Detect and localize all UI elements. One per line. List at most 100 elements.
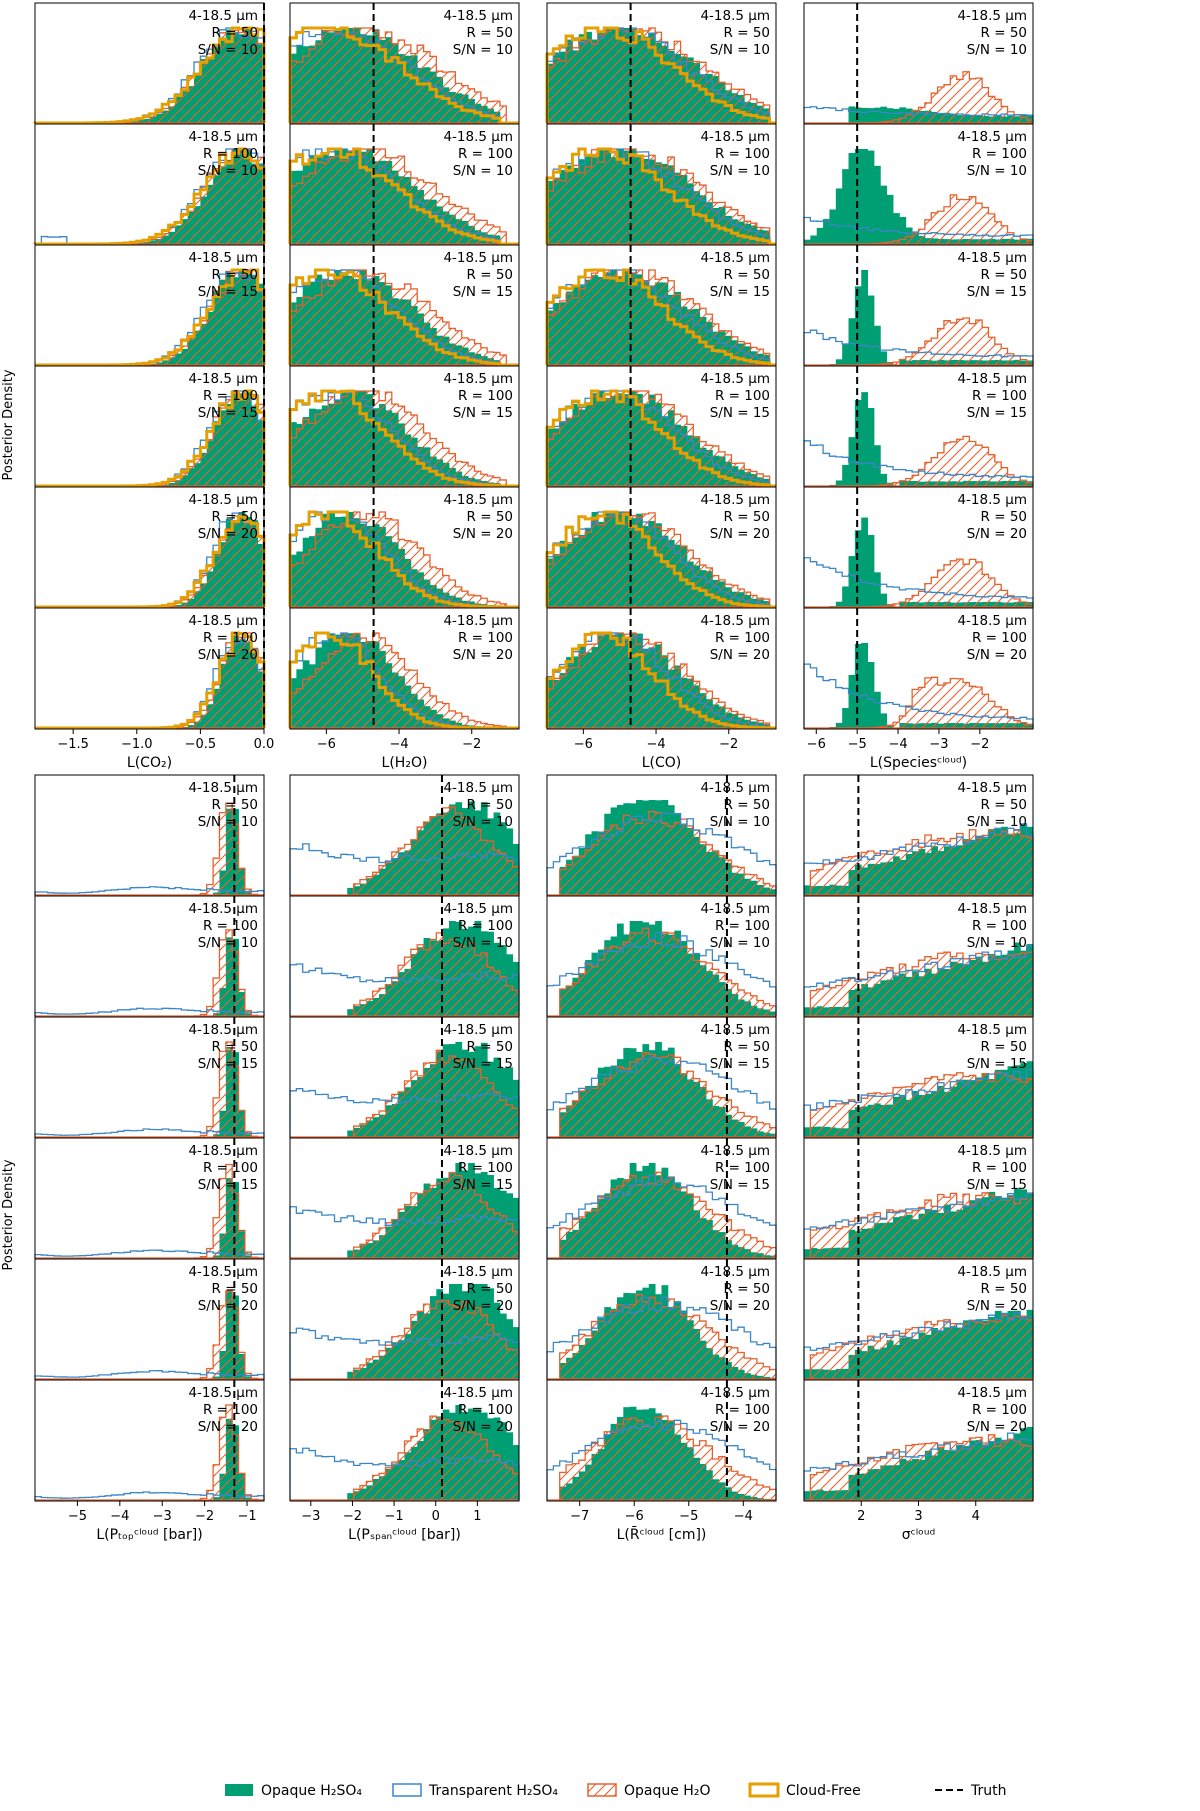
x-tick-label: −4 — [888, 737, 907, 752]
bar-opaque-h2so4 — [880, 593, 888, 607]
step-cloud-free — [35, 514, 266, 609]
panel-annotation-r: R = 50 — [981, 1039, 1027, 1055]
panel: 4-18.5 μmR = 50S/N = 15 — [803, 1016, 1034, 1139]
step-cloud-free — [288, 147, 519, 246]
panel-annotation-band: 4-18.5 μm — [188, 129, 258, 145]
step-opaque-h2o — [290, 806, 520, 896]
bar-opaque-h2so4 — [867, 150, 875, 244]
panel-annotation-r: R = 100 — [203, 388, 258, 404]
bar-opaque-h2so4 — [835, 722, 843, 728]
bar-opaque-h2so4 — [861, 392, 869, 486]
legend-item-opaque-h2o: Opaque H₂O — [587, 1783, 710, 1799]
bar-opaque-h2so4 — [842, 169, 849, 244]
bar-opaque-h2so4 — [842, 586, 849, 607]
bar-opaque-h2so4 — [873, 445, 881, 486]
step-transparent-h2so4 — [289, 1088, 520, 1137]
panel-annotation-r: R = 50 — [467, 509, 513, 525]
x-tick-label: −6 — [807, 737, 826, 752]
bar-opaque-h2so4 — [854, 530, 862, 607]
bar-opaque-h2so4 — [873, 107, 881, 123]
bar-opaque-h2so4 — [499, 1422, 507, 1500]
panel-annotation-sn: S/N = 15 — [710, 1177, 770, 1193]
panel-annotation-sn: S/N = 10 — [967, 163, 1027, 179]
step-opaque-h2o — [804, 1314, 1034, 1380]
step-opaque-h2o — [35, 802, 265, 896]
panel-annotation-r: R = 50 — [212, 267, 258, 283]
bar-opaque-h2so4 — [867, 108, 875, 123]
step-opaque-h2o — [290, 932, 520, 1017]
panel-annotation-band: 4-18.5 μm — [188, 1264, 258, 1280]
step-transparent-h2so4 — [803, 1192, 1034, 1258]
panel-annotation-band: 4-18.5 μm — [700, 8, 770, 24]
step-opaque-h2o — [804, 71, 1034, 124]
x-tick-label: −4 — [389, 737, 408, 752]
bar-opaque-h2so4 — [835, 188, 843, 244]
panel-annotation-r: R = 50 — [212, 797, 258, 813]
step-transparent-h2so4 — [546, 931, 777, 1016]
step-opaque-h2o — [289, 511, 519, 608]
panel-annotation-r: R = 50 — [467, 797, 513, 813]
panel: 4-18.5 μmR = 50S/N = 10 — [289, 774, 520, 897]
panel-annotation-r: R = 100 — [972, 146, 1027, 162]
x-tick-label: 0.0 — [254, 737, 275, 752]
panel-annotation-r: R = 100 — [715, 630, 770, 646]
x-tick-label: −3 — [929, 737, 948, 752]
panel: 4-18.5 μmR = 50S/N = 20 — [803, 1258, 1034, 1381]
x-axis-title: L(CO₂) — [127, 755, 172, 771]
panel-annotation-sn: S/N = 20 — [198, 526, 258, 542]
panel-annotation-band: 4-18.5 μm — [443, 1264, 513, 1280]
panel-annotation-r: R = 50 — [467, 1281, 513, 1297]
panel-annotation-r: R = 50 — [724, 1281, 770, 1297]
legend-label: Truth — [970, 1783, 1007, 1799]
step-transparent-h2so4 — [34, 1128, 265, 1137]
panel-annotation-band: 4-18.5 μm — [188, 1143, 258, 1159]
panel-annotation-band: 4-18.5 μm — [443, 901, 513, 917]
panel: 4-18.5 μmR = 50S/N = 10 — [33, 2, 266, 125]
step-opaque-h2o — [289, 632, 519, 729]
bar-opaque-h2so4 — [804, 239, 811, 244]
panel-annotation-sn: S/N = 20 — [198, 1298, 258, 1314]
x-tick-label: −1 — [237, 1509, 256, 1524]
panel-annotation-sn: S/N = 15 — [453, 405, 513, 421]
panel-annotation-r: R = 50 — [981, 25, 1027, 41]
step-opaque-h2o — [35, 1290, 265, 1380]
step-transparent-h2so4 — [34, 886, 265, 895]
panel-annotation-band: 4-18.5 μm — [700, 371, 770, 387]
step-opaque-h2o — [804, 558, 1034, 608]
panel-annotation-r: R = 100 — [715, 146, 770, 162]
step-transparent-h2so4 — [803, 1068, 1034, 1137]
x-tick-label: 2 — [857, 1509, 865, 1524]
panel-annotation-sn: S/N = 10 — [967, 42, 1027, 58]
panel: 4-18.5 μmR = 50S/N = 15 — [288, 244, 520, 367]
bar-opaque-h2so4 — [880, 473, 888, 486]
x-axis-title: L(Pₛₚₐₙᶜˡᵒᵘᵈ [bar]) — [348, 1527, 461, 1543]
panel-annotation-sn: S/N = 15 — [198, 284, 258, 300]
step-transparent-h2so4 — [803, 945, 1034, 1016]
bar-opaque-h2so4 — [867, 662, 875, 728]
x-tick-label: −4 — [646, 737, 665, 752]
step-opaque-h2o — [290, 1049, 520, 1138]
x-tick-label: 4 — [972, 1509, 980, 1524]
step-cloud-free — [288, 389, 519, 488]
panel-annotation-band: 4-18.5 μm — [443, 250, 513, 266]
panel-annotation-r: R = 100 — [715, 388, 770, 404]
panel: 4-18.5 μmR = 50S/N = 15 — [34, 1016, 265, 1139]
panel-annotation-r: R = 100 — [715, 918, 770, 934]
panel-annotation-band: 4-18.5 μm — [700, 613, 770, 629]
bar-opaque-h2so4 — [886, 194, 894, 244]
panel-annotation-r: R = 100 — [972, 918, 1027, 934]
x-tick-label: −4 — [110, 1509, 129, 1524]
panel-annotation-band: 4-18.5 μm — [188, 613, 258, 629]
step-transparent-h2so4 — [546, 812, 777, 895]
step-opaque-h2o — [35, 929, 265, 1017]
panel-annotation-band: 4-18.5 μm — [700, 1264, 770, 1280]
panel-annotation-r: R = 100 — [203, 146, 258, 162]
x-tick-label: −0.5 — [185, 737, 217, 752]
step-cloud-free — [35, 147, 266, 246]
